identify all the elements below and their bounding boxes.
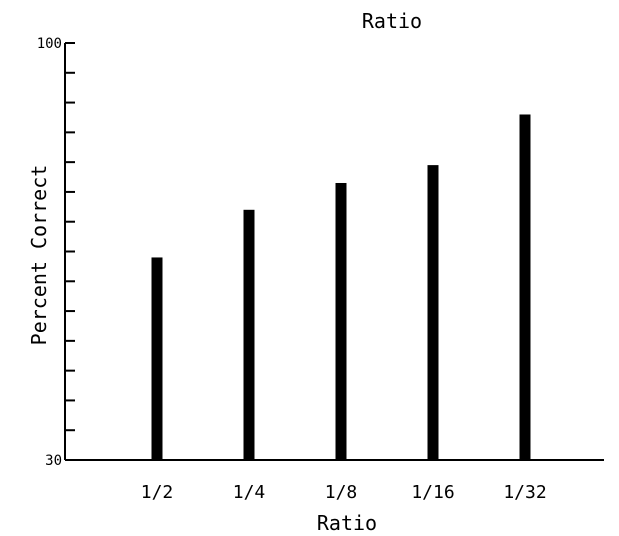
bar-1/8 [335, 182, 347, 460]
x-tick-label-1/32: 1/32 [503, 482, 546, 503]
bar-1/32 [519, 114, 531, 460]
y-axis-label: Percent Correct [27, 165, 51, 346]
y-tick-label-30: 30 [45, 453, 62, 469]
chart-title: Ratio [362, 9, 422, 33]
bar-1/16 [427, 165, 439, 460]
bar-1/2 [151, 257, 163, 460]
bar-1/4 [243, 209, 255, 460]
x-tick-labels: 1/2 1/4 1/8 1/16 1/32 [141, 482, 547, 503]
x-tick-label-1/2: 1/2 [141, 482, 174, 503]
x-tick-label-1/16: 1/16 [411, 482, 454, 503]
x-tick-label-1/4: 1/4 [233, 482, 266, 503]
y-tick-label-100: 100 [37, 36, 62, 52]
x-axis-label: Ratio [317, 511, 377, 535]
bars [151, 114, 531, 460]
y-ticks: 30 100 [37, 36, 75, 469]
x-tick-label-1/8: 1/8 [325, 482, 358, 503]
